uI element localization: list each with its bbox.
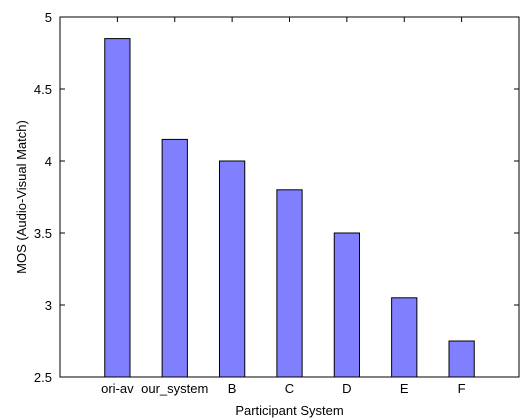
plot-frame — [59, 16, 520, 378]
x-axis-label: Participant System — [235, 403, 343, 418]
y-tick-label: 4.5 — [34, 82, 52, 97]
y-tick-labels: 2.5 3 3.5 4 4.5 5 — [34, 10, 52, 385]
x-tick-label-B: B — [228, 381, 237, 396]
bar-C — [276, 189, 303, 378]
x-tick-label-F: F — [458, 381, 466, 396]
bar-B — [219, 160, 246, 378]
y-tick-label: 3 — [45, 298, 52, 313]
bar-D — [333, 232, 360, 378]
x-tick-label-our_system: our_system — [141, 381, 208, 396]
bar-F — [448, 340, 475, 378]
bars-layer — [104, 38, 475, 378]
x-tick-label-C: C — [285, 381, 294, 396]
x-tick-label-E: E — [400, 381, 409, 396]
y-axis-label: MOS (Audio-Visual Match) — [14, 120, 29, 274]
y-tick-label: 4 — [45, 154, 52, 169]
bar-ori-av — [104, 38, 131, 378]
x-tick-labels: ori-av our_system B C D E F — [101, 381, 466, 396]
bar-E — [391, 297, 418, 378]
bar-our_system — [161, 138, 188, 378]
x-tick-label-ori-av: ori-av — [101, 381, 134, 396]
y-tick-label: 5 — [45, 10, 52, 25]
y-tick-label: 3.5 — [34, 226, 52, 241]
y-tick-label: 2.5 — [34, 370, 52, 385]
x-tick-label-D: D — [342, 381, 351, 396]
